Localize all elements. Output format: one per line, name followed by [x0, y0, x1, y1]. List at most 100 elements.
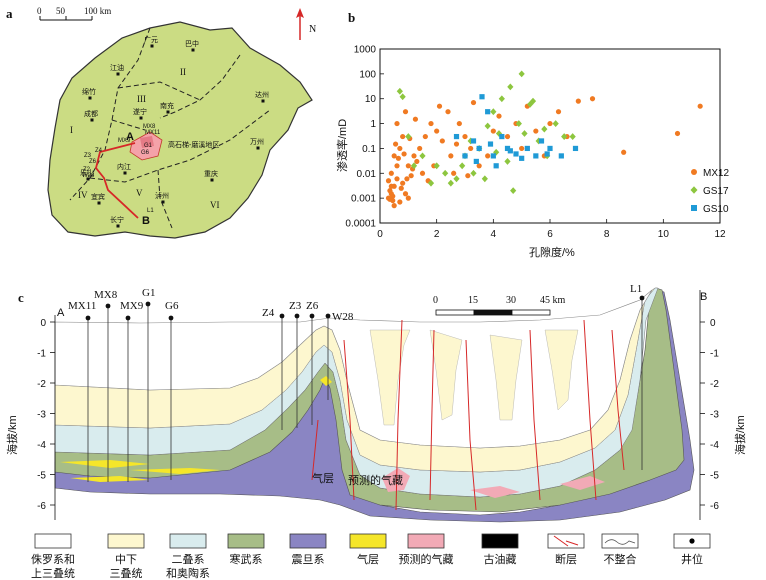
- section-end-a: A: [57, 307, 65, 319]
- panel-b-chart: b 0.0001 0.001 0.01 0.1 1 10 100 1000 0 2 4 6 8 10 12…: [335, 10, 730, 259]
- data-point: [453, 133, 460, 140]
- area-label: 高石梯-磨溪地区: [168, 140, 219, 149]
- data-point: [412, 116, 419, 122]
- map-well-label: MX9: [118, 138, 131, 144]
- data-point: [462, 153, 468, 159]
- well-marker-icon: [145, 301, 151, 307]
- data-point: [519, 145, 525, 152]
- data-point: [402, 109, 409, 115]
- city-dot: [166, 110, 170, 114]
- data-point: [427, 179, 435, 187]
- depth-label-right: -2: [710, 379, 719, 390]
- well-w28: W28: [325, 311, 354, 400]
- well-z4: Z4: [262, 307, 285, 430]
- depth-label-right: -1: [710, 349, 719, 360]
- legend-marker: [690, 186, 698, 194]
- data-point: [397, 199, 403, 205]
- data-point: [398, 185, 404, 191]
- region-numeral: IV: [78, 190, 88, 200]
- y-tick-label: 1000: [354, 45, 377, 56]
- triassic-tongues: [369, 329, 579, 426]
- map-well-label: Z2: [83, 167, 91, 173]
- data-point: [485, 109, 491, 115]
- legend-item: 预测的气藏: [399, 533, 454, 566]
- data-point: [498, 95, 505, 103]
- data-point: [388, 170, 394, 176]
- city-label: 重庆: [204, 169, 218, 178]
- city-dot: [139, 116, 143, 120]
- data-point: [504, 158, 511, 165]
- data-point: [533, 128, 539, 134]
- legend-item: 震旦系: [289, 533, 327, 566]
- y-tick-label: 0.0001: [345, 219, 376, 230]
- depth-label-left: -6: [37, 501, 46, 512]
- legend-label: 侏罗系和: [31, 553, 75, 566]
- map-well-label: MX8: [143, 124, 156, 130]
- section-scale-45: 45 km: [540, 295, 566, 306]
- data-point: [439, 138, 445, 144]
- section-ylabel-right: 海拔/km: [733, 415, 747, 455]
- y-tick-label: 1: [370, 119, 376, 130]
- data-point: [408, 173, 414, 179]
- data-point: [433, 162, 440, 170]
- well-marker-icon: [85, 315, 91, 321]
- well-label: W28: [332, 311, 354, 323]
- depth-label-left: -1: [37, 349, 46, 360]
- panel-a-map: a 0 50 100 km N: [6, 6, 316, 239]
- gas-layers: [60, 376, 332, 482]
- well-label: L1: [630, 283, 642, 295]
- city-label: 达州: [255, 90, 269, 99]
- region-numeral: I: [70, 125, 73, 135]
- legend-label: 预测的气藏: [399, 552, 454, 566]
- legend-label: 震旦系: [292, 553, 325, 566]
- data-point: [402, 191, 409, 197]
- y-axis-ticks: 0.0001 0.001 0.01 0.1 1 10 100 1000: [345, 45, 384, 230]
- data-point: [448, 153, 454, 159]
- city-label: 乐山: [80, 168, 94, 177]
- data-point: [538, 138, 545, 144]
- data-point: [388, 183, 394, 189]
- well-symbol-icon: [689, 538, 695, 544]
- data-point: [515, 120, 522, 127]
- legend-label: 古油藏: [484, 552, 517, 566]
- legend-label: GS10: [703, 204, 729, 215]
- city-label: 遂宁: [133, 107, 147, 116]
- data-point: [419, 152, 426, 160]
- data-point: [555, 109, 562, 115]
- well-marker-icon: [125, 315, 131, 321]
- data-point: [547, 145, 553, 152]
- data-point: [519, 155, 525, 161]
- data-point: [396, 87, 403, 95]
- legend-swatch: [34, 533, 72, 549]
- y-axis-title: 渗透率/mD: [335, 119, 349, 172]
- map-well-label: W28: [82, 173, 95, 179]
- map-scale-50: 50: [56, 6, 66, 16]
- data-point: [392, 141, 399, 147]
- legend-swatch: [601, 533, 639, 549]
- well-marker-icon: [279, 313, 285, 319]
- depth-label-left: 0: [40, 318, 46, 329]
- map-scale-bar: 0 50 100 km: [37, 6, 111, 21]
- unconformity-icon: [604, 539, 636, 545]
- well-mx11: MX11: [68, 300, 96, 482]
- city-label: 万州: [250, 138, 264, 146]
- data-point: [513, 151, 519, 157]
- city-label: 成都: [84, 109, 98, 118]
- data-point: [569, 133, 576, 140]
- well-g1: G1: [142, 287, 155, 482]
- legend-label-line2: 上三叠统: [31, 567, 75, 580]
- legend-marker: [691, 205, 697, 211]
- map-well-label: Z4: [95, 148, 103, 154]
- data-point: [589, 96, 596, 102]
- data-point: [547, 120, 553, 127]
- depth-label-right: -5: [710, 471, 719, 482]
- data-point: [436, 103, 443, 109]
- data-point: [529, 97, 537, 105]
- series-gs10: [453, 94, 579, 169]
- data-point: [504, 145, 511, 152]
- x-tick-label: 8: [604, 229, 610, 240]
- data-point: [561, 133, 568, 140]
- city-label: 广元: [144, 35, 158, 44]
- section-ylabel-left: 海拔/km: [5, 415, 19, 455]
